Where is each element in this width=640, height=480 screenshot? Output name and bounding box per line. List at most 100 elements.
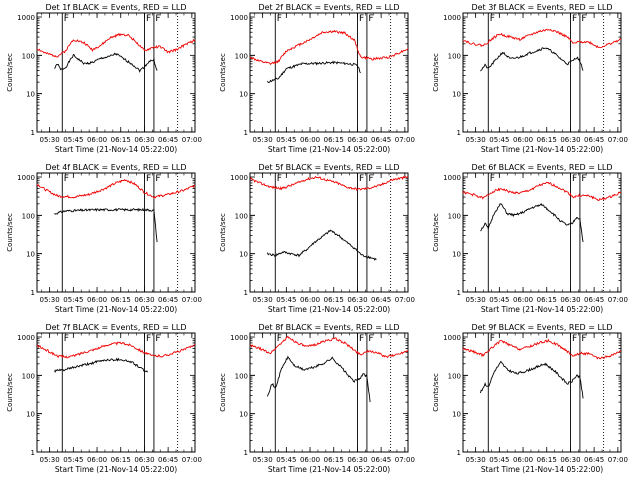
chart-title: Det 5f BLACK = Events, RED = LLD [258, 163, 399, 172]
y-tick-label: 1000 [443, 174, 461, 182]
detector-panel-1: Det 1f BLACK = Events, RED = LLD 1 10 100 10… [0, 0, 213, 160]
y-axis-label: Counts/sec [432, 213, 440, 252]
x-tick-label: 06:15 [537, 456, 557, 464]
plot-frame [249, 332, 409, 453]
x-axis-label: Start Time (21-Nov-14 05:22:00) [55, 465, 177, 474]
series-line-events [480, 47, 584, 72]
flag-label: F [64, 174, 69, 184]
series-line-lld [462, 181, 622, 202]
x-tick-label: 06:15 [324, 136, 344, 144]
x-tick-label: 05:30 [253, 296, 273, 304]
x-tick-label: 06:15 [111, 136, 131, 144]
flag-label: F [572, 14, 577, 24]
series-line-events [54, 207, 158, 243]
plot-frame [36, 12, 196, 133]
y-tick-label: 10 [239, 91, 248, 99]
chart-title: Det 7f BLACK = Events, RED = LLD [45, 323, 186, 332]
chart-title: Det 4f BLACK = Events, RED = LLD [45, 163, 186, 172]
x-tick-label: 06:00 [300, 136, 320, 144]
x-tick-label: 06:00 [87, 456, 107, 464]
x-tick-label: 07:00 [395, 456, 415, 464]
flag-label: F [277, 14, 282, 24]
x-tick-label: 06:30 [560, 456, 580, 464]
x-tick-label: 06:15 [324, 296, 344, 304]
plot-frame [249, 172, 409, 293]
x-tick-label: 05:45 [276, 456, 296, 464]
flag-label: F [146, 174, 151, 184]
x-tick-label: 06:30 [347, 456, 367, 464]
flag-label: F [277, 334, 282, 344]
x-tick-label: 06:45 [371, 136, 391, 144]
flag-label: F [368, 14, 373, 24]
x-tick-label: 06:00 [513, 456, 533, 464]
x-tick-label: 06:15 [111, 296, 131, 304]
x-tick-label: 05:30 [253, 456, 273, 464]
y-tick-label: 1 [244, 289, 248, 297]
y-tick-label: 1000 [443, 14, 461, 22]
x-tick-label: 05:30 [40, 456, 60, 464]
y-tick-label: 1000 [443, 334, 461, 342]
x-tick-label: 07:00 [608, 296, 628, 304]
x-tick-label: 06:15 [111, 456, 131, 464]
x-axis-label: Start Time (21-Nov-14 05:22:00) [481, 305, 603, 314]
series-line-lld [250, 175, 409, 192]
plot-frame [462, 12, 622, 133]
series-line-lld [249, 29, 409, 66]
flag-label: F [155, 334, 160, 344]
x-tick-label: 05:45 [489, 296, 509, 304]
y-tick-label: 100 [448, 52, 461, 60]
series-line-events [267, 60, 361, 83]
x-tick-label: 06:45 [584, 456, 604, 464]
x-tick-label: 05:45 [489, 456, 509, 464]
y-tick-label: 10 [452, 251, 461, 259]
flag-label: F [359, 14, 364, 24]
y-axis-label: Counts/sec [6, 373, 14, 412]
chart-title: Det 6f BLACK = Events, RED = LLD [471, 163, 612, 172]
x-tick-label: 06:45 [371, 456, 391, 464]
x-axis-label: Start Time (21-Nov-14 05:22:00) [268, 305, 390, 314]
chart-svg: Det 4f BLACK = Events, RED = LLD 1 10 100 10… [6, 163, 202, 314]
x-tick-label: 06:00 [300, 296, 320, 304]
y-tick-label: 10 [26, 411, 35, 419]
y-tick-label: 10 [452, 91, 461, 99]
y-tick-label: 100 [22, 212, 35, 220]
series-line-events [266, 355, 371, 403]
series-line-lld [249, 335, 409, 359]
y-axis-label: Counts/sec [432, 373, 440, 412]
y-tick-label: 1000 [17, 334, 35, 342]
flag-label: F [490, 174, 495, 184]
series-line-events [480, 203, 584, 243]
x-tick-label: 07:00 [182, 456, 202, 464]
x-tick-label: 06:15 [324, 456, 344, 464]
y-tick-label: 100 [22, 52, 35, 60]
x-tick-label: 05:45 [489, 136, 509, 144]
series-line-events [266, 229, 377, 261]
y-tick-label: 1000 [17, 14, 35, 22]
flag-label: F [572, 334, 577, 344]
flag-label: F [155, 14, 160, 24]
detector-panel-8: Det 8f BLACK = Events, RED = LLD 1 10 100 10… [213, 320, 426, 480]
x-tick-label: 06:45 [584, 136, 604, 144]
x-tick-label: 06:45 [584, 296, 604, 304]
flag-label: F [64, 14, 69, 24]
plot-frame [462, 172, 622, 293]
flag-label: F [490, 14, 495, 24]
chart-svg: Det 2f BLACK = Events, RED = LLD 1 10 100 10… [219, 3, 415, 154]
chart-title: Det 9f BLACK = Events, RED = LLD [471, 323, 612, 332]
x-tick-label: 07:00 [395, 296, 415, 304]
flag-label: F [277, 174, 282, 184]
x-tick-label: 06:30 [347, 136, 367, 144]
x-tick-label: 05:45 [63, 136, 83, 144]
x-tick-label: 06:30 [347, 296, 367, 304]
y-tick-label: 1 [457, 449, 461, 457]
flag-label: F [155, 174, 160, 184]
chart-title: Det 2f BLACK = Events, RED = LLD [258, 3, 399, 12]
plot-frame [462, 332, 622, 453]
detector-panel-2: Det 2f BLACK = Events, RED = LLD 1 10 100 10… [213, 0, 426, 160]
plot-frame [249, 12, 409, 133]
series-line-events [479, 360, 584, 399]
y-tick-label: 1 [31, 129, 35, 137]
x-tick-label: 07:00 [608, 456, 628, 464]
flag-label: F [572, 174, 577, 184]
